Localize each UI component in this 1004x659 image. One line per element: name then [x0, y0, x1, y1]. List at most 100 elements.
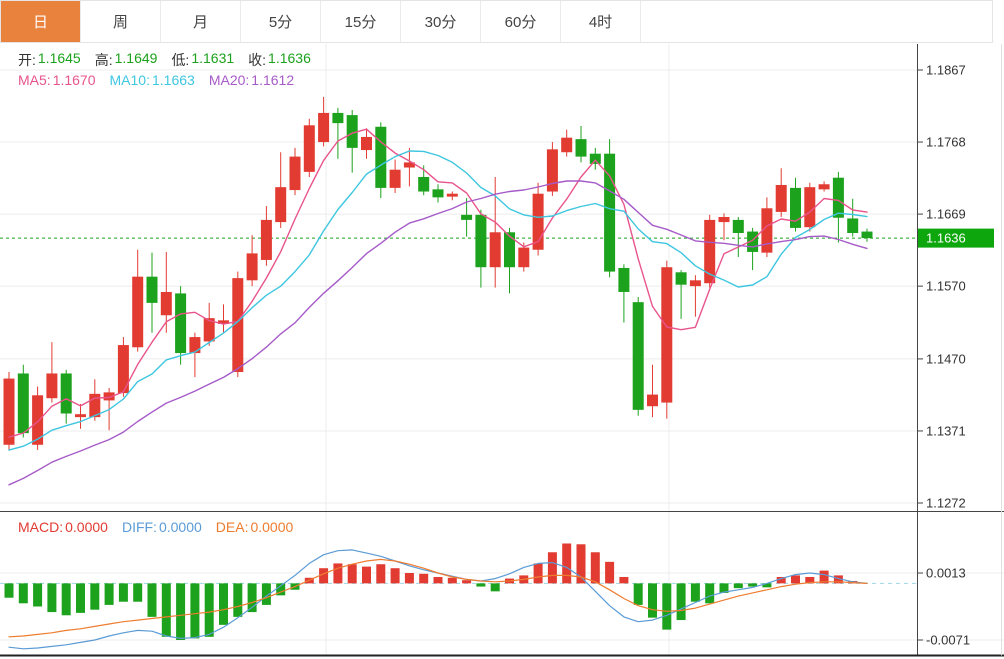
macd-bar	[576, 544, 586, 584]
candle-body	[318, 112, 330, 143]
candle-body	[218, 320, 229, 324]
macd-bar	[204, 583, 214, 637]
ma10-line	[8, 150, 868, 451]
legend-item: 低: 1.1631	[171, 50, 234, 70]
legend-item: DIFF: 0.0000	[122, 519, 202, 535]
candle-body	[775, 184, 787, 212]
candle-body	[403, 162, 415, 168]
candle-body	[718, 217, 730, 223]
macd-bar	[4, 583, 14, 598]
legend-value: 0.0000	[250, 519, 294, 535]
macd-bar	[490, 583, 500, 592]
legend-value: 1.1631	[191, 50, 235, 66]
macd-bar	[104, 583, 114, 605]
candle-body	[117, 345, 129, 394]
candle-body	[17, 373, 29, 434]
timeframe-tab-5[interactable]: 15分	[321, 1, 401, 42]
candle-body	[546, 149, 558, 192]
macd-bar	[633, 583, 643, 605]
macd-bar	[748, 583, 758, 587]
legend-value: 1.1663	[151, 72, 195, 88]
price-tick-label: 1.1371	[926, 423, 966, 438]
candle-body	[790, 187, 801, 228]
macd-bar	[791, 575, 800, 584]
macd-bar	[462, 580, 472, 584]
price-tick-label: 1.1272	[926, 496, 966, 511]
price-tick-label: 1.1768	[926, 135, 966, 150]
timeframe-tab-8[interactable]: 4时	[561, 1, 641, 42]
timeframe-tab-6[interactable]: 30分	[401, 1, 481, 42]
legend-label: MA20:	[208, 72, 250, 88]
macd-bar	[76, 583, 85, 613]
candle-body	[847, 218, 859, 234]
candle-body	[75, 414, 86, 418]
legend-value: 0.0000	[158, 519, 202, 535]
candle-body	[475, 214, 487, 268]
candle-body	[818, 184, 830, 190]
legend-item: DEA: 0.0000	[216, 519, 294, 535]
macd-bar	[590, 552, 600, 584]
candle-body	[675, 272, 687, 285]
legend-item: MACD: 0.0000	[18, 519, 108, 535]
legend-label: 开:	[18, 52, 36, 68]
candle-body	[575, 139, 587, 157]
macd-bar	[833, 575, 843, 584]
candle-body	[3, 378, 15, 445]
timeframe-tab-2[interactable]: 周	[81, 1, 161, 42]
macd-bar	[533, 563, 543, 584]
candle-body	[189, 337, 201, 354]
macd-bar	[33, 583, 43, 607]
candle-body	[732, 219, 744, 234]
legend-label: MA10:	[109, 72, 150, 88]
legend-value: 1.1670	[52, 72, 96, 88]
legend-value: 1.1649	[114, 50, 158, 66]
macd-bar	[733, 583, 743, 589]
macd-bar	[648, 583, 657, 618]
candle-body	[432, 189, 444, 198]
last-price-badge	[918, 228, 994, 248]
macd-bar	[90, 583, 100, 610]
macd-tick-label: -0.0071	[926, 633, 970, 648]
macd-legend: MACD: 0.0000 DIFF: 0.0000 DEA: 0.0000	[18, 519, 293, 535]
macd-bar	[419, 573, 429, 584]
candle-body	[389, 169, 401, 188]
macd-bar	[190, 583, 200, 639]
candle-body	[861, 231, 873, 239]
candle-body	[461, 214, 473, 220]
candle-body	[346, 115, 358, 148]
macd-bar	[662, 583, 672, 630]
candle-body	[246, 253, 258, 281]
timeframe-tab-3[interactable]: 月	[161, 1, 241, 42]
candle-body	[532, 193, 544, 250]
candle-body	[418, 176, 430, 192]
candle-body	[561, 137, 573, 153]
dea-line	[8, 558, 868, 638]
legend-value: 1.1612	[251, 72, 295, 88]
candle-body	[303, 125, 315, 172]
candle-body	[332, 112, 344, 124]
ohlc-legend: 开: 1.1645 高: 1.1649 低: 1.1631 收: 1.1636	[18, 50, 311, 70]
candle-body	[661, 267, 673, 403]
price-tick-label: 1.1669	[926, 207, 966, 222]
candle-body	[175, 293, 187, 354]
candle-body	[260, 219, 272, 260]
legend-item: 开: 1.1645	[18, 50, 81, 70]
timeframe-tab-4[interactable]: 5分	[241, 1, 321, 42]
legend-label: 高:	[94, 52, 113, 68]
candle-body	[647, 394, 658, 407]
timeframe-tab-7[interactable]: 60分	[481, 1, 561, 42]
timeframe-tab-1[interactable]: 日	[1, 1, 81, 42]
legend-item: 收: 1.1636	[248, 50, 311, 70]
price-tick-label: 1.1470	[926, 351, 966, 366]
macd-bar	[133, 583, 143, 602]
legend-label: 低:	[171, 52, 190, 68]
macd-bar	[18, 583, 28, 604]
macd-bar	[390, 568, 400, 584]
macd-bar	[776, 576, 786, 584]
candle-body	[60, 373, 72, 414]
legend-value: 0.0000	[65, 519, 108, 535]
candle-body	[46, 373, 58, 399]
macd-bar	[605, 561, 615, 584]
